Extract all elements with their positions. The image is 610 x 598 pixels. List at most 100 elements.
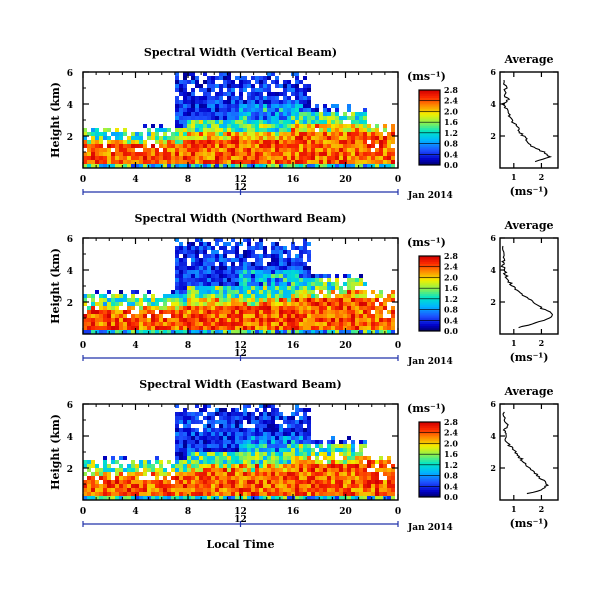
- field-cell: [235, 270, 239, 274]
- field-cell: [299, 294, 303, 298]
- field-cell: [135, 318, 139, 322]
- field-cell: [243, 266, 247, 270]
- field-cell: [343, 116, 347, 120]
- field-cell: [171, 476, 175, 480]
- x-tick-label: 4: [132, 341, 138, 351]
- field-cell: [355, 460, 359, 464]
- field-cell: [295, 440, 299, 444]
- field-cell: [195, 160, 199, 164]
- field-cell: [363, 464, 367, 468]
- field-cell: [215, 318, 219, 322]
- field-cell: [351, 314, 355, 318]
- field-cell: [215, 242, 219, 246]
- field-cell: [295, 144, 299, 148]
- field-cell: [175, 120, 179, 124]
- field-cell: [243, 152, 247, 156]
- field-cell: [339, 330, 343, 334]
- field-cell: [271, 314, 275, 318]
- field-cell: [231, 132, 235, 136]
- field-cell: [335, 128, 339, 132]
- field-cell: [223, 278, 227, 282]
- field-cell: [355, 124, 359, 128]
- field-cell: [267, 278, 271, 282]
- field-cell: [131, 492, 135, 496]
- field-cell: [187, 480, 191, 484]
- field-cell: [319, 322, 323, 326]
- field-cell: [299, 484, 303, 488]
- profile-x-tick-label: 2: [539, 172, 545, 182]
- field-cell: [235, 136, 239, 140]
- field-cell: [383, 140, 387, 144]
- field-cell: [263, 480, 267, 484]
- field-cell: [175, 258, 179, 262]
- field-cell: [287, 326, 291, 330]
- field-cell: [359, 156, 363, 160]
- field-cell: [303, 128, 307, 132]
- field-cell: [223, 456, 227, 460]
- field-cell: [275, 242, 279, 246]
- field-cell: [355, 326, 359, 330]
- field-cell: [175, 104, 179, 108]
- field-cell: [223, 72, 227, 76]
- field-cell: [247, 294, 251, 298]
- field-cell: [83, 484, 87, 488]
- field-cell: [203, 120, 207, 124]
- field-cell: [331, 128, 335, 132]
- field-cell: [367, 492, 371, 496]
- field-cell: [235, 492, 239, 496]
- field-cell: [223, 472, 227, 476]
- colorbar-segment: [419, 93, 440, 97]
- field-cell: [311, 282, 315, 286]
- field-cell: [339, 448, 343, 452]
- field-cell: [215, 108, 219, 112]
- field-cell: [175, 96, 179, 100]
- field-cell: [143, 310, 147, 314]
- field-cell: [127, 164, 131, 168]
- field-cell: [167, 140, 171, 144]
- field-cell: [215, 250, 219, 254]
- field-cell: [203, 298, 207, 302]
- field-cell: [203, 472, 207, 476]
- field-cell: [227, 100, 231, 104]
- field-cell: [295, 282, 299, 286]
- field-cell: [195, 314, 199, 318]
- field-cell: [195, 420, 199, 424]
- field-cell: [207, 448, 211, 452]
- field-cell: [307, 314, 311, 318]
- field-cell: [87, 156, 91, 160]
- field-cell: [131, 326, 135, 330]
- field-cell: [127, 302, 131, 306]
- field-cell: [179, 302, 183, 306]
- field-cell: [207, 322, 211, 326]
- profile-title: Average: [503, 53, 553, 66]
- field-cell: [159, 472, 163, 476]
- field-cell: [239, 464, 243, 468]
- field-cell: [87, 480, 91, 484]
- field-cell: [87, 310, 91, 314]
- field-cell: [295, 278, 299, 282]
- field-cell: [91, 472, 95, 476]
- field-cell: [275, 468, 279, 472]
- field-cell: [191, 254, 195, 258]
- field-cell: [211, 294, 215, 298]
- field-cell: [239, 116, 243, 120]
- field-cell: [231, 148, 235, 152]
- field-cell: [351, 286, 355, 290]
- field-cell: [375, 132, 379, 136]
- field-cell: [331, 164, 335, 168]
- field-cell: [347, 460, 351, 464]
- field-cell: [295, 314, 299, 318]
- colorbar-segment: [419, 470, 440, 474]
- field-cell: [283, 84, 287, 88]
- field-cell: [139, 310, 143, 314]
- field-cell: [371, 132, 375, 136]
- field-cell: [183, 120, 187, 124]
- field-cell: [263, 286, 267, 290]
- field-cell: [223, 80, 227, 84]
- field-cell: [307, 124, 311, 128]
- field-cell: [95, 140, 99, 144]
- field-cell: [299, 104, 303, 108]
- field-cell: [331, 116, 335, 120]
- field-cell: [359, 318, 363, 322]
